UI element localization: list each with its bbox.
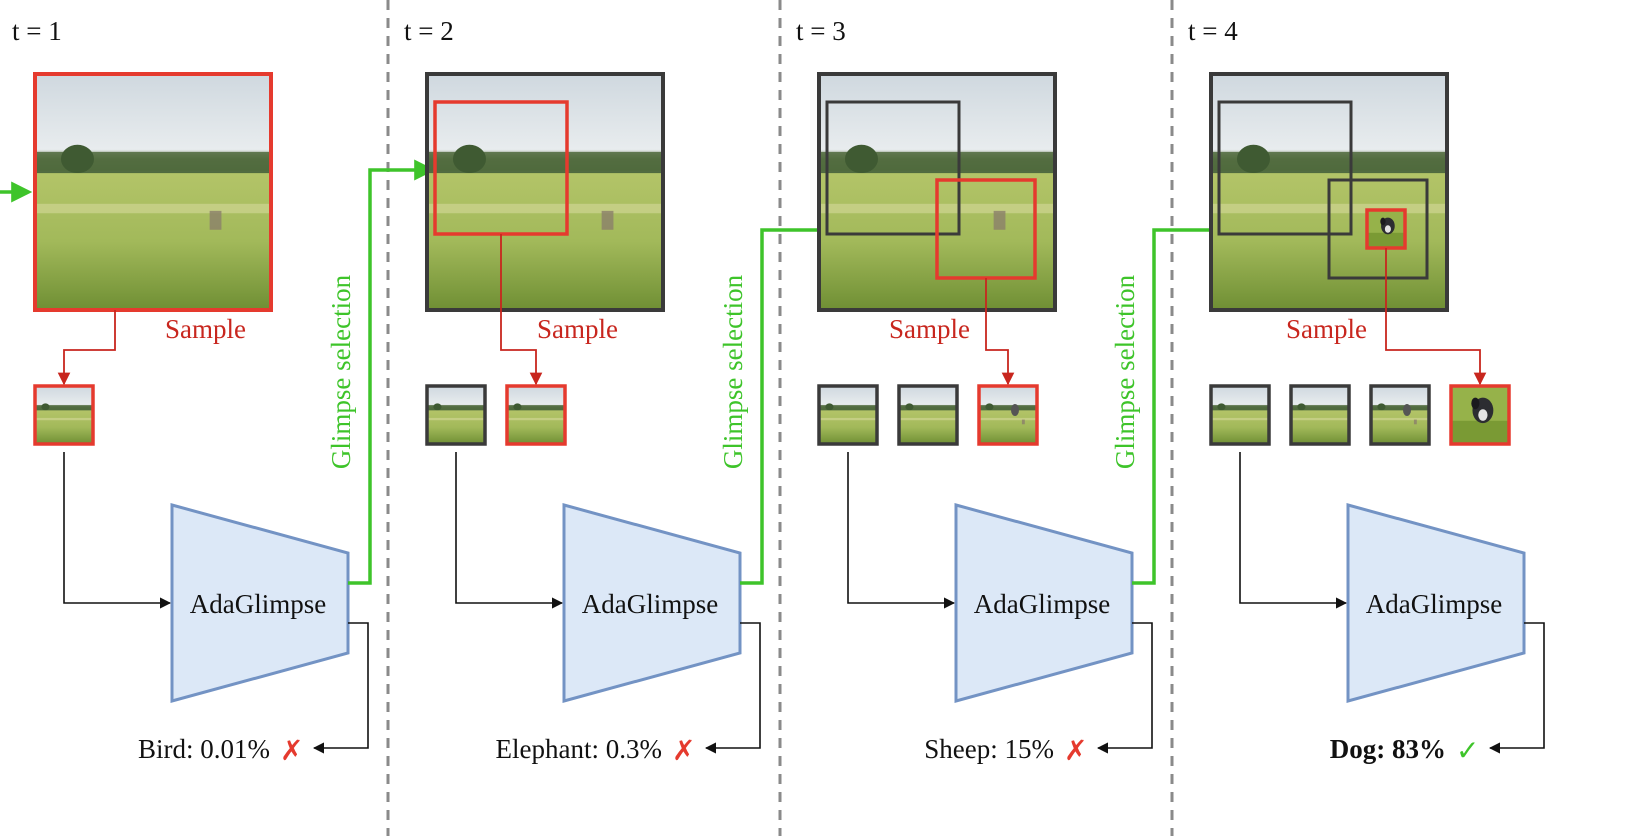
main-image-frame: [425, 72, 665, 312]
step-panel-1: t = 1 Sample AdaGlimpse Bird: 0.01% ✗ Glimpse…: [12, 16, 436, 767]
model-label: AdaGlimpse: [190, 589, 326, 619]
sample-arrow: [985, 278, 1015, 386]
glimpse-thumbnail-frame: [33, 384, 95, 446]
step-panel-3: t = 3 Sample AdaGlimpse Sheep: 15% ✗ Glimpse …: [796, 16, 1368, 767]
main-image-frame: [1209, 72, 1449, 312]
prediction-arrow: [1488, 622, 1545, 754]
main-image: [35, 74, 271, 310]
main-image-frame: [817, 72, 1057, 312]
glimpse-selection-label: Glimpse selection: [326, 274, 356, 469]
main-image: [427, 74, 663, 310]
step-panel-4: t = 4 Sample AdaGlimpse Dog: 83% ✓: [1188, 16, 1545, 767]
input-arrow: [63, 452, 172, 609]
glimpse-thumbnail: [35, 386, 93, 444]
prediction-label: Dog: 83%: [1330, 734, 1446, 764]
previous-glimpse-frame: [1327, 178, 1429, 280]
glimpse-thumbnail: [1451, 386, 1509, 444]
adaglimpse-model: [954, 503, 1134, 703]
sample-arrow: [1385, 248, 1487, 386]
previous-glimpse-frame: [825, 100, 961, 236]
prediction-label: Elephant: 0.3%: [496, 734, 662, 764]
glimpse-thumbnail-frame: [1449, 384, 1511, 446]
sample-arrow: [500, 234, 543, 386]
glimpse-thumbnail: [427, 386, 485, 444]
glimpse-thumbnail: [899, 386, 957, 444]
glimpse-thumbnail-frame: [817, 384, 879, 446]
glimpse-thumbnail-frame: [897, 384, 959, 446]
adaglimpse-model: [562, 503, 742, 703]
model-label: AdaGlimpse: [974, 589, 1110, 619]
previous-glimpse-frame: [1217, 100, 1353, 236]
dog-glimpse: [1367, 210, 1405, 248]
glimpse-thumbnail-frame: [1289, 384, 1351, 446]
glimpse-thumbnail: [507, 386, 565, 444]
step-label: t = 3: [796, 16, 846, 46]
sample-label: Sample: [537, 314, 618, 344]
sample-label: Sample: [1286, 314, 1367, 344]
glimpse-thumbnail-frame: [1369, 384, 1431, 446]
glimpse-thumbnail-frame: [425, 384, 487, 446]
main-image-frame: [33, 72, 273, 312]
prediction-arrow: [1096, 622, 1153, 754]
step-label: t = 1: [12, 16, 62, 46]
prediction-arrow: [704, 622, 761, 754]
glimpse-thumbnail-frame: [1209, 384, 1271, 446]
prediction-label: Sheep: 15%: [924, 734, 1054, 764]
wrong-mark: ✗: [672, 736, 695, 767]
correct-mark: ✓: [1456, 736, 1479, 767]
glimpse-thumbnail: [979, 386, 1037, 444]
glimpse-selection-label: Glimpse selection: [1110, 274, 1140, 469]
prediction-label: Bird: 0.01%: [138, 734, 270, 764]
step-label: t = 4: [1188, 16, 1238, 46]
glimpse-selection-arrow: [348, 159, 436, 585]
glimpse-thumbnail: [1291, 386, 1349, 444]
glimpse-selection-label: Glimpse selection: [718, 274, 748, 469]
input-arrow: [847, 452, 956, 609]
glimpse-thumbnail: [819, 386, 877, 444]
input-arrow: [455, 452, 564, 609]
sample-label: Sample: [165, 314, 246, 344]
adaglimpse-model: [1346, 503, 1526, 703]
sample-arrow: [57, 310, 116, 386]
wrong-mark: ✗: [1064, 736, 1087, 767]
model-label: AdaGlimpse: [1366, 589, 1502, 619]
model-label: AdaGlimpse: [582, 589, 718, 619]
wrong-mark: ✗: [280, 736, 303, 767]
glimpse-thumbnail-frame: [977, 384, 1039, 446]
step-label: t = 2: [404, 16, 454, 46]
prediction-arrow: [312, 622, 369, 754]
glimpse-thumbnail-frame: [505, 384, 567, 446]
glimpse-thumbnail: [1211, 386, 1269, 444]
glimpse-thumbnail: [1371, 386, 1429, 444]
sample-label: Sample: [889, 314, 970, 344]
input-arrow: [1239, 452, 1348, 609]
step-panel-2: t = 2 Sample AdaGlimpse Elephant: 0.3% ✗ Glim…: [404, 16, 938, 767]
adaglimpse-model: [170, 503, 350, 703]
